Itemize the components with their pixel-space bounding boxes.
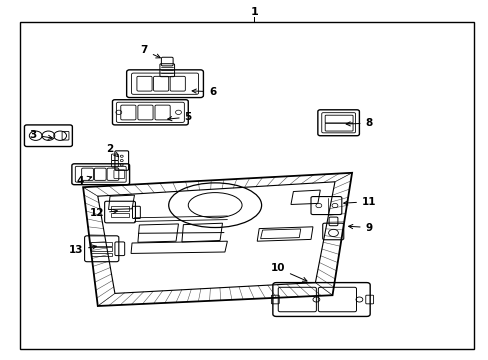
Text: 1: 1 (250, 7, 258, 17)
Bar (110, 206, 129, 211)
Bar (91, 242, 112, 246)
Text: 3: 3 (30, 130, 52, 140)
Text: 13: 13 (68, 245, 96, 255)
Text: 10: 10 (270, 263, 306, 281)
Text: 2: 2 (106, 144, 119, 157)
Text: 5: 5 (167, 112, 191, 122)
Text: 12: 12 (89, 208, 117, 218)
Bar (91, 247, 112, 251)
Text: 11: 11 (343, 197, 376, 207)
Bar (91, 253, 112, 256)
Text: 8: 8 (346, 118, 372, 128)
Text: 6: 6 (192, 87, 216, 97)
Text: 7: 7 (140, 45, 160, 58)
Text: 9: 9 (348, 222, 372, 233)
Text: 4: 4 (77, 176, 92, 186)
Bar (110, 213, 129, 217)
